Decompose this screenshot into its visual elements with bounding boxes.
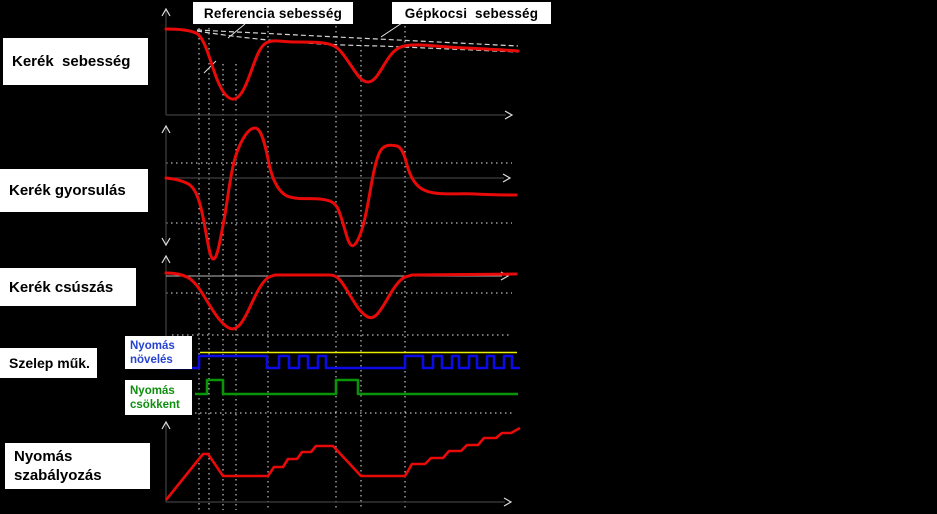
pressure-decrease-label: Nyomás csökkent bbox=[125, 380, 192, 415]
pressure-increase-label-line2: növelés bbox=[130, 353, 173, 366]
vehicle-speed-leader-line bbox=[380, 22, 403, 38]
pressure-increase-label: Nyomás növelés bbox=[125, 336, 192, 369]
wheel-speed-curve bbox=[164, 27, 520, 101]
pressure-control-label-line1: Nyomás bbox=[14, 448, 73, 465]
wheel-acceleration-curve bbox=[164, 126, 518, 261]
speed-y-axis-arrow-icon bbox=[161, 7, 171, 17]
wheel-acceleration-label-text: Kerék gyorsulás bbox=[9, 182, 126, 199]
brake-pressure-curve bbox=[164, 426, 521, 501]
accel-x-axis-arrow-icon bbox=[502, 173, 512, 183]
speed-x-axis-arrow-icon bbox=[504, 110, 514, 120]
reference-speed-title-text: Referencia sebesség bbox=[203, 5, 343, 21]
vehicle-speed-title-text: Gépkocsi sebesség bbox=[404, 5, 539, 21]
pressure-y-axis-arrow-icon bbox=[161, 420, 171, 430]
row-label-wheel-speed: Kerék sebesség bbox=[3, 38, 148, 85]
pressure-increase-label-line1: Nyomás bbox=[130, 339, 175, 352]
row-label-wheel-slip: Kerék csúszás bbox=[0, 268, 136, 306]
accel-y-axis-up-arrow-icon bbox=[161, 124, 171, 134]
pressure-decrease-valve-signal bbox=[195, 378, 518, 396]
vehicle-speed-title: Gépkocsi sebesség bbox=[392, 2, 551, 24]
wheel-speed-label-text: Kerék sebesség bbox=[12, 53, 131, 70]
wheel-slip-curve bbox=[164, 271, 518, 331]
valve-operation-label-text: Szelep műk. bbox=[9, 355, 90, 371]
reference-speed-leader-line bbox=[227, 23, 246, 39]
pressure-x-axis-arrow-icon bbox=[503, 497, 513, 507]
row-label-pressure-control: Nyomás szabályozás bbox=[5, 443, 150, 489]
pressure-increase-valve-signal bbox=[168, 354, 520, 370]
pressure-decrease-label-line2: csökkent bbox=[130, 398, 180, 411]
vehicle-speed-dashed-line bbox=[196, 29, 519, 47]
row-label-wheel-acceleration: Kerék gyorsulás bbox=[0, 169, 148, 212]
pressure-decrease-label-line1: Nyomás bbox=[130, 384, 175, 397]
wheel-slip-label-text: Kerék csúszás bbox=[9, 278, 114, 296]
wheel-speed-tick-mark bbox=[203, 60, 217, 74]
pressure-control-label-line2: szabályozás bbox=[14, 467, 102, 484]
reference-speed-title: Referencia sebesség bbox=[193, 2, 353, 24]
accel-y-axis-down-arrow-icon bbox=[161, 237, 171, 247]
row-label-valve-operation: Szelep műk. bbox=[0, 348, 97, 378]
slip-y-axis-arrow-icon bbox=[161, 254, 171, 264]
